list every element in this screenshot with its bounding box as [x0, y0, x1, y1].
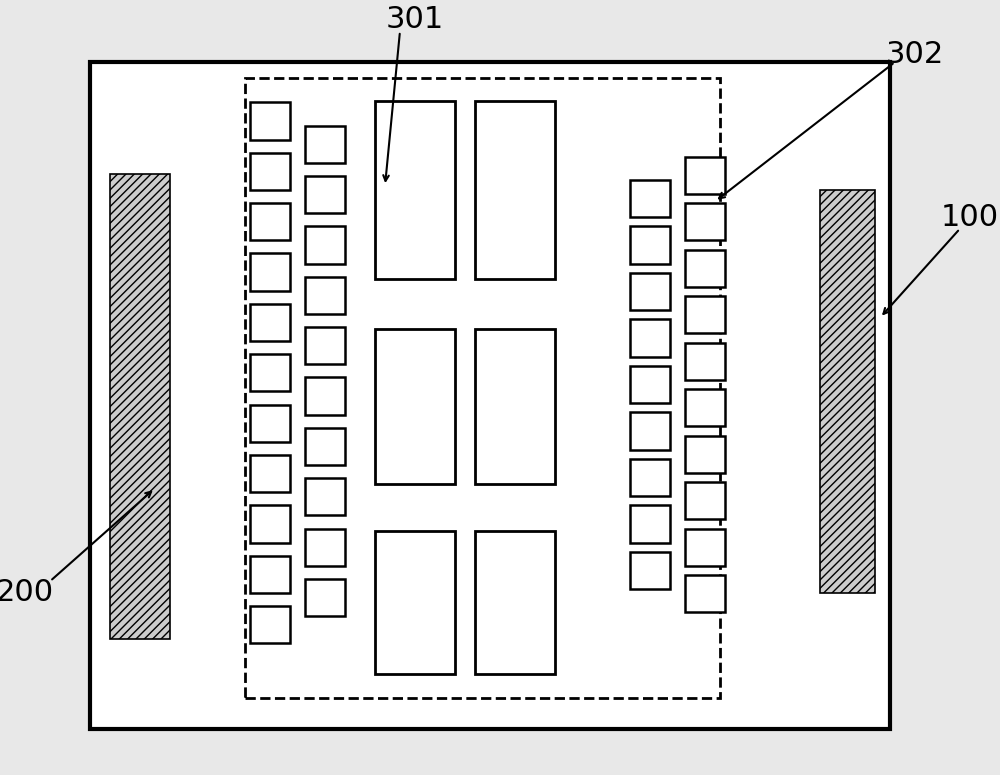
Bar: [630, 505, 670, 542]
Bar: [250, 153, 290, 190]
Bar: [820, 190, 875, 593]
Bar: [685, 389, 725, 426]
Bar: [250, 606, 290, 643]
Bar: [250, 455, 290, 492]
Bar: [630, 366, 670, 403]
Bar: [305, 126, 345, 163]
Bar: [305, 529, 345, 566]
Bar: [250, 405, 290, 442]
Bar: [685, 157, 725, 194]
Bar: [305, 478, 345, 515]
Bar: [245, 78, 720, 698]
Bar: [305, 277, 345, 314]
Bar: [250, 354, 290, 391]
Bar: [250, 505, 290, 542]
Text: 100: 100: [941, 202, 999, 232]
Bar: [305, 579, 345, 616]
Bar: [110, 174, 170, 639]
Bar: [375, 531, 455, 674]
Bar: [375, 329, 455, 484]
Bar: [250, 304, 290, 341]
Bar: [685, 296, 725, 333]
Bar: [250, 253, 290, 291]
Bar: [475, 329, 555, 484]
Bar: [685, 436, 725, 473]
Text: 200: 200: [0, 578, 54, 608]
Bar: [250, 102, 290, 140]
Bar: [630, 552, 670, 589]
Bar: [685, 250, 725, 287]
Bar: [685, 343, 725, 380]
Bar: [305, 428, 345, 465]
Bar: [375, 101, 455, 279]
Bar: [90, 62, 890, 728]
Bar: [305, 176, 345, 213]
Bar: [685, 529, 725, 566]
Bar: [250, 556, 290, 593]
Bar: [630, 319, 670, 356]
Bar: [305, 377, 345, 415]
Bar: [475, 101, 555, 279]
Text: 301: 301: [386, 5, 444, 34]
Bar: [250, 203, 290, 240]
Bar: [630, 273, 670, 310]
Text: 302: 302: [886, 40, 944, 69]
Bar: [630, 226, 670, 264]
Bar: [685, 203, 725, 240]
Bar: [630, 412, 670, 449]
Bar: [685, 575, 725, 612]
Bar: [475, 531, 555, 674]
Bar: [685, 482, 725, 519]
Bar: [305, 226, 345, 264]
Bar: [630, 459, 670, 496]
Bar: [305, 327, 345, 364]
Bar: [630, 180, 670, 217]
